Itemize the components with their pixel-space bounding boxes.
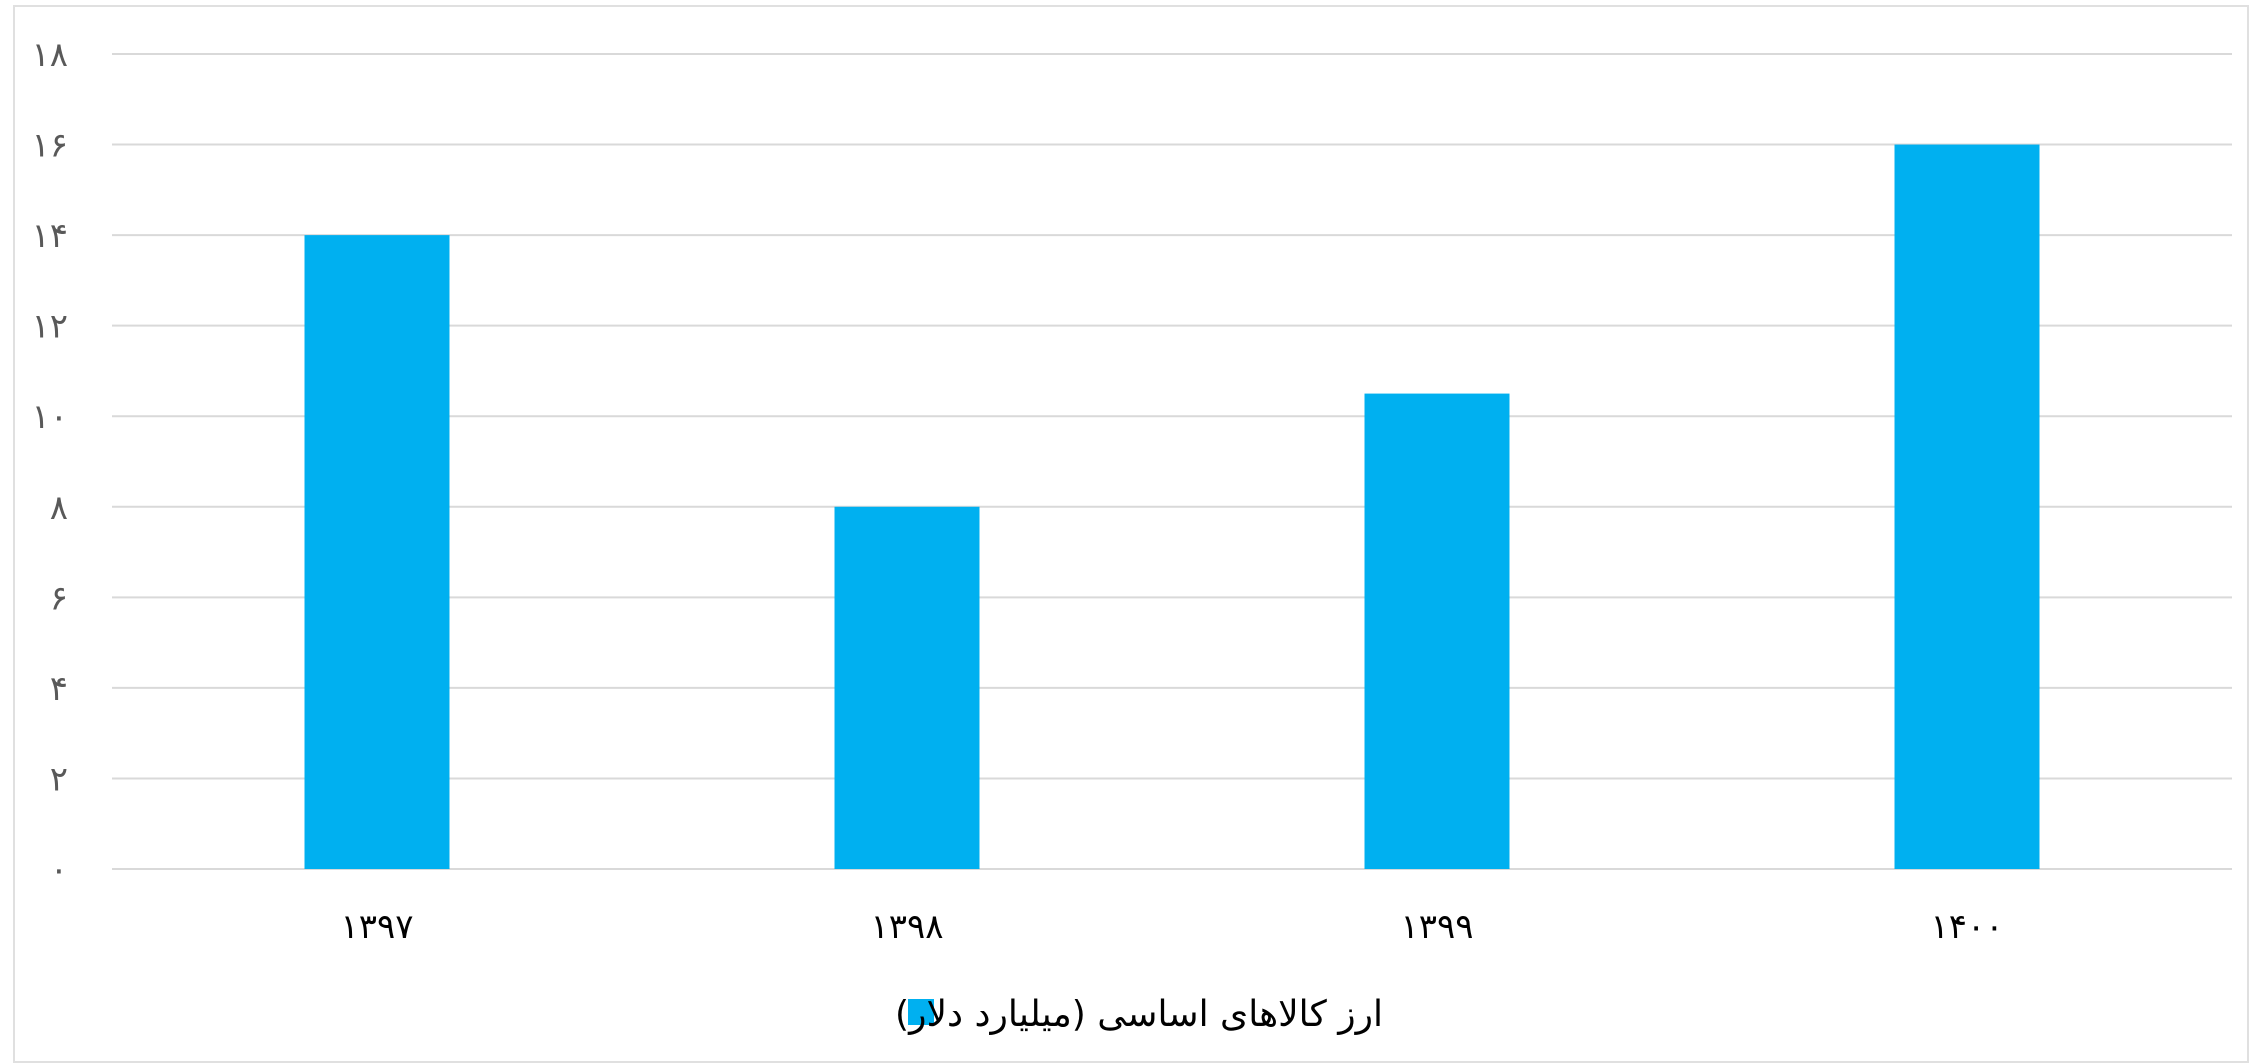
- bar: [834, 506, 980, 869]
- y-tick-label: ۱۰: [31, 397, 68, 437]
- bar: [1894, 144, 2040, 870]
- y-tick-label: ۴: [50, 669, 68, 709]
- gridlines: [112, 53, 2232, 870]
- y-tick-label: ۸: [50, 488, 68, 528]
- x-axis-ticks: ۱۳۹۷ ۱۳۹۸ ۱۳۹۹ ۱۴۰۰: [340, 907, 2003, 947]
- y-tick-label: ۱۴: [31, 216, 68, 256]
- bar: [1364, 393, 1510, 869]
- y-tick-label: ۲: [50, 759, 68, 799]
- y-tick-label: ۶: [50, 578, 68, 618]
- x-tick-label: ۱۳۹۷: [340, 907, 413, 947]
- x-tick-label: ۱۴۰۰: [1930, 907, 2003, 947]
- x-tick-label: ۱۳۹۸: [870, 907, 943, 947]
- legend: ارز کالاهای اساسی (میلیارد دلار): [895, 994, 1383, 1035]
- y-tick-label: ۰: [50, 850, 68, 890]
- y-tick-label: ۱۶: [31, 126, 68, 166]
- legend-swatch: [908, 999, 934, 1025]
- y-axis-ticks: ۰ ۲ ۴ ۶ ۸ ۱۰ ۱۲ ۱۴ ۱۶ ۱۸: [31, 35, 68, 890]
- bars: [304, 144, 2040, 870]
- bar: [304, 235, 450, 870]
- y-tick-label: ۱۲: [31, 307, 68, 347]
- legend-label: ارز کالاهای اساسی (میلیارد دلار): [895, 994, 1383, 1035]
- y-tick-label: ۱۸: [31, 35, 68, 75]
- x-tick-label: ۱۳۹۹: [1400, 907, 1473, 947]
